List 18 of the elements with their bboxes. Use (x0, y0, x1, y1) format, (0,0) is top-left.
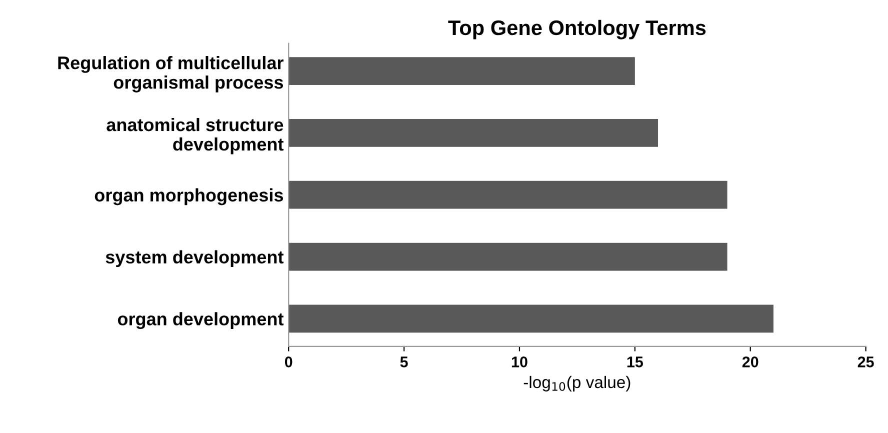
x-tick-label: 20 (742, 356, 758, 368)
x-tick-label: 25 (858, 356, 874, 368)
y-tick-label: organ morphogenesis (94, 188, 284, 206)
y-tick-label: Regulation of multicellular organismal process (58, 56, 284, 92)
x-tick-label: 0 (284, 356, 292, 368)
y-tick-label: organ development (118, 312, 284, 330)
y-tick-label: anatomical structure development (106, 118, 284, 154)
x-axis-title: -log$_{10}$(p value) (524, 376, 630, 392)
bar (288, 119, 658, 147)
bar (288, 180, 728, 209)
x-tick-label: 15 (627, 356, 643, 368)
bar (288, 242, 728, 271)
chart-title: Top Gene Ontology Terms (448, 20, 706, 40)
bar (288, 57, 635, 85)
x-tick-label: 10 (512, 356, 528, 368)
x-tick-label: 5 (400, 356, 408, 368)
bar (288, 304, 774, 333)
y-tick-label: system development (106, 250, 284, 268)
